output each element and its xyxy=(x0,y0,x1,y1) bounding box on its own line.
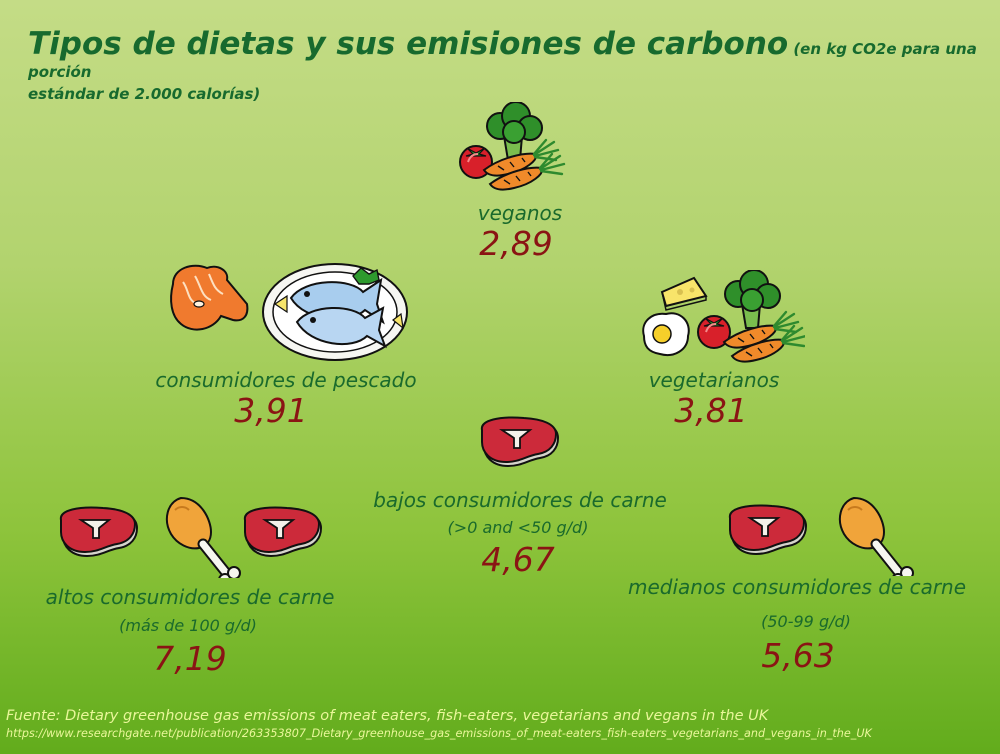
sublabel-altos: (más de 100 g/d) xyxy=(119,616,257,635)
value-veganos: 2,89 xyxy=(479,224,553,263)
egg-cheese-vegetables-icon xyxy=(642,270,805,363)
steak-drumstick-steak-icon xyxy=(59,494,322,578)
infographic-title: Tipos de dietas y sus emisiones de carbo… xyxy=(28,26,988,103)
label-vegetarianos: vegetarianos xyxy=(648,368,780,392)
title-subtitle-line2: estándar de 2.000 calorías) xyxy=(28,85,261,103)
title-main: Tipos de dietas y sus emisiones de carbo… xyxy=(28,26,789,62)
value-altos: 7,19 xyxy=(153,639,227,678)
label-pescado: consumidores de pescado xyxy=(155,368,417,392)
vegetables-icon xyxy=(459,102,566,191)
label-bajos: bajos consumidores de carne xyxy=(373,488,667,512)
sublabel-bajos: (>0 and <50 g/d) xyxy=(447,518,589,537)
steak-icon xyxy=(480,416,559,467)
source-url: https://www.researchgate.net/publication… xyxy=(6,727,872,740)
label-veganos: veganos xyxy=(477,201,563,225)
source-text: Fuente: Dietary greenhouse gas emissions… xyxy=(6,708,769,724)
salmon-steak xyxy=(170,264,249,331)
cheese-wedge xyxy=(660,276,708,311)
label-altos: altos consumidores de carne xyxy=(45,585,335,609)
sublabel-medianos: (50-99 g/d) xyxy=(761,612,851,631)
title-subtitle: (en kg CO2e para una porción xyxy=(28,40,977,81)
steak-drumstick-icon xyxy=(728,494,924,576)
fish-plate xyxy=(262,263,408,361)
value-pescado: 3,91 xyxy=(234,391,308,430)
label-medianos: medianos consumidores de carne xyxy=(627,575,967,599)
value-vegetarianos: 3,81 xyxy=(674,391,748,430)
value-bajos: 4,67 xyxy=(481,540,555,579)
fried-egg xyxy=(642,312,690,356)
value-medianos: 5,63 xyxy=(761,636,835,675)
fish-plate-icon xyxy=(170,263,408,361)
